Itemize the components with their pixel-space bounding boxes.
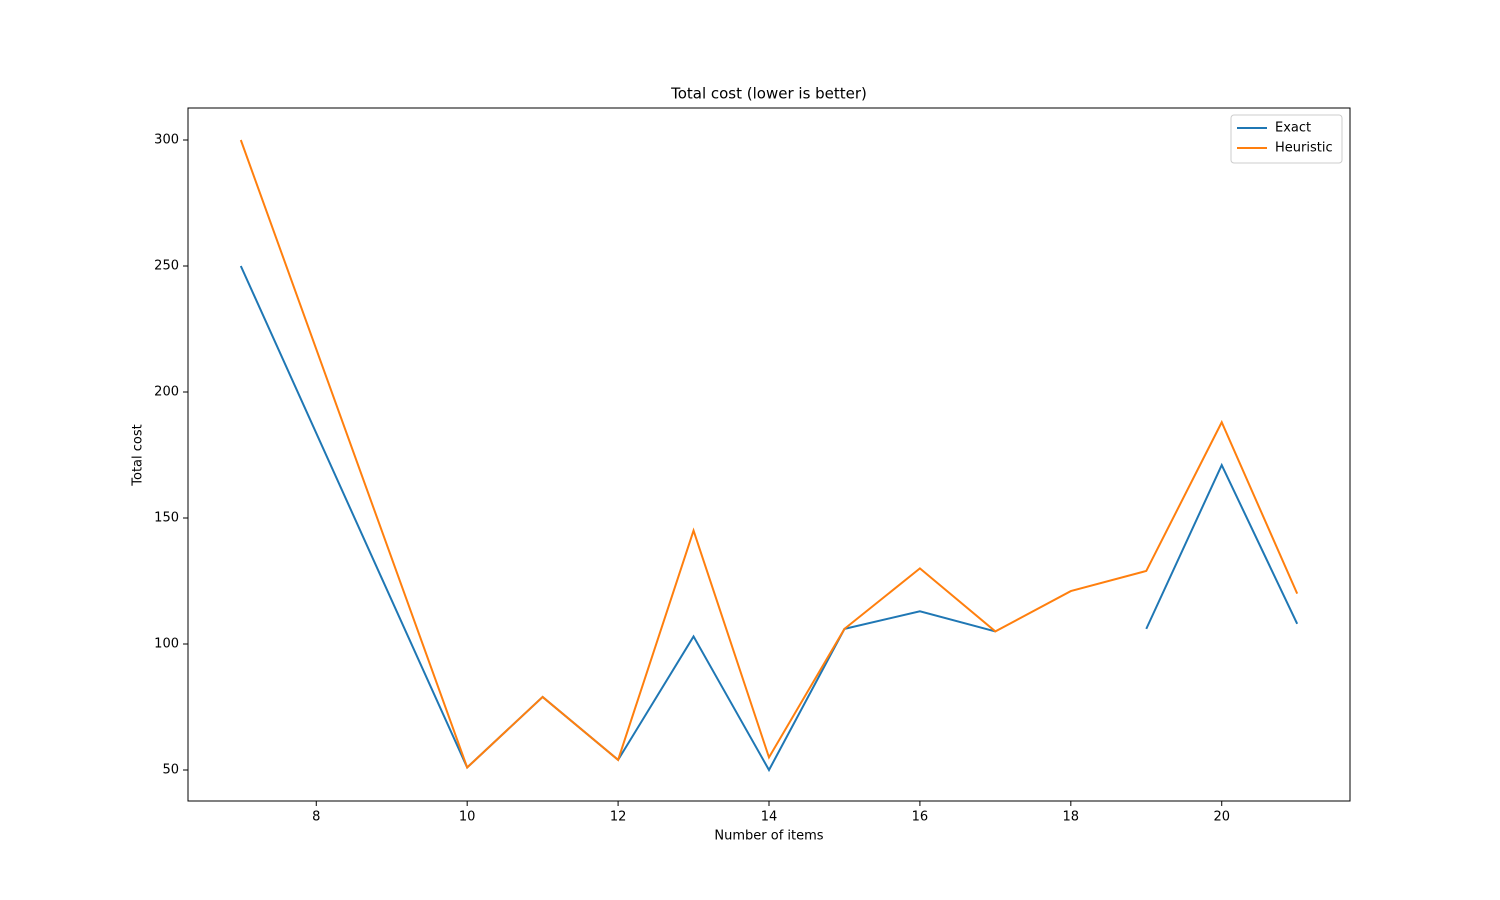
chart-title: Total cost (lower is better) bbox=[670, 85, 867, 103]
x-tick-label: 20 bbox=[1213, 810, 1230, 825]
y-axis-label: Total cost bbox=[131, 424, 146, 486]
legend-label: Heuristic bbox=[1275, 141, 1333, 156]
x-axis-label: Number of items bbox=[714, 829, 823, 844]
x-tick-label: 18 bbox=[1063, 810, 1080, 825]
y-tick-label: 100 bbox=[154, 637, 179, 652]
x-tick-label: 8 bbox=[312, 810, 320, 825]
y-tick-label: 200 bbox=[154, 385, 179, 400]
legend-label: Exact bbox=[1275, 121, 1311, 136]
x-tick-label: 12 bbox=[610, 810, 627, 825]
x-tick-label: 14 bbox=[761, 810, 778, 825]
y-tick-label: 300 bbox=[154, 133, 179, 148]
y-tick-label: 50 bbox=[162, 763, 179, 778]
series-line bbox=[239, 139, 1299, 770]
series-line bbox=[239, 265, 1299, 773]
y-tick-label: 250 bbox=[154, 259, 179, 274]
x-tick-label: 10 bbox=[459, 810, 476, 825]
x-tick-label: 16 bbox=[912, 810, 929, 825]
y-tick-label: 150 bbox=[154, 511, 179, 526]
plot-frame bbox=[187, 107, 1351, 802]
